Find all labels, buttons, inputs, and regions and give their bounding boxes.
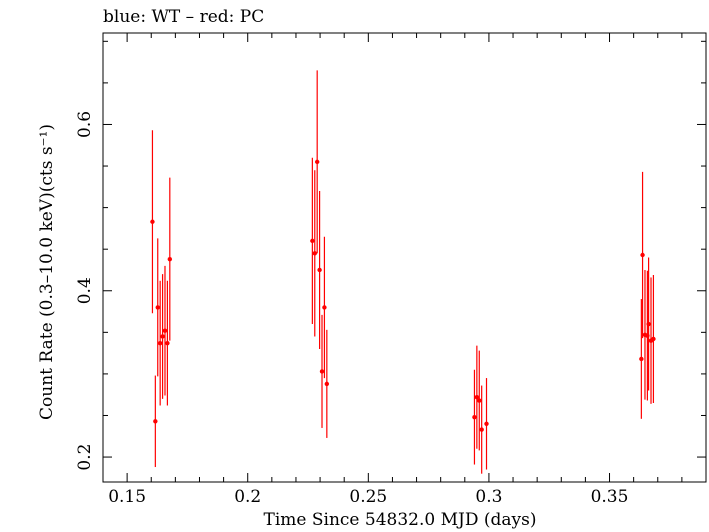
- y-tick-label: 0.4: [75, 277, 95, 304]
- x-tick-label: 0.25: [349, 487, 387, 507]
- data-point: [484, 421, 489, 426]
- data-point: [479, 427, 484, 432]
- x-tick-label: 0.35: [591, 487, 629, 507]
- x-tick-label: 0.15: [108, 487, 146, 507]
- data-point: [155, 305, 160, 310]
- data-point: [319, 369, 325, 374]
- data-point: [651, 336, 656, 342]
- data-point: [165, 340, 170, 346]
- data-point: [639, 356, 644, 362]
- chart-title: blue: WT – red: PC: [103, 7, 264, 27]
- data-point: [322, 305, 327, 310]
- data-point: [317, 267, 322, 273]
- y-axis-label: Count Rate (0.3–10.0 keV)(cts s⁻¹): [37, 124, 57, 420]
- x-tick-label: 0.2: [234, 487, 261, 507]
- data-point: [640, 252, 645, 258]
- data-point: [162, 328, 168, 333]
- data-point: [314, 159, 320, 165]
- x-axis-ticks: 0.15 0.2 0.25 0.3 0.35: [108, 33, 707, 507]
- data-point: [474, 394, 480, 400]
- plot-frame: [102, 32, 707, 483]
- data-point: [646, 321, 651, 327]
- x-tick-label: 0.3: [475, 487, 502, 507]
- data-point: [310, 238, 315, 244]
- data-point: [477, 398, 482, 403]
- y-tick-label: 0.6: [75, 111, 95, 138]
- data-point: [472, 414, 477, 420]
- data-point: [157, 340, 163, 346]
- data-point: [160, 334, 165, 339]
- data-point: [150, 219, 155, 224]
- data-marks: [150, 70, 656, 474]
- data-point: [153, 419, 158, 424]
- data-point: [312, 251, 317, 256]
- y-tick-label: 0.2: [75, 444, 95, 471]
- y-axis-ticks: 0.2 0.4 0.6: [75, 40, 706, 471]
- data-point: [167, 256, 173, 262]
- data-point: [324, 381, 330, 387]
- x-axis-label: Time Since 54832.0 MJD (days): [264, 510, 537, 530]
